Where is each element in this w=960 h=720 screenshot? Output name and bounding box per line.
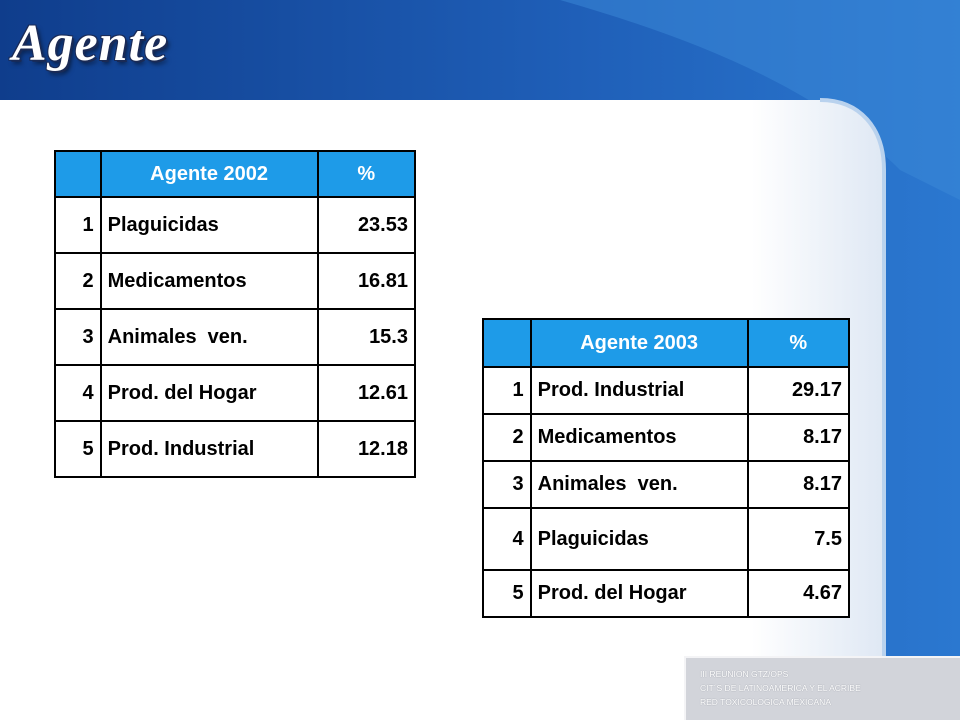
table-row: 4 Plaguicidas 7.5 — [482, 507, 851, 571]
header-rank-cell — [482, 318, 532, 368]
percent-cell: 23.53 — [316, 196, 417, 254]
agent-cell: Medicamentos — [529, 413, 749, 462]
percent-cell: 8.17 — [746, 413, 851, 462]
agent-2003-table: Agente 2003 % 1 Prod. Industrial 29.17 2… — [482, 318, 851, 618]
table-row: 4 Prod. del Hogar 12.61 — [54, 364, 417, 422]
header-percent-cell: % — [746, 318, 851, 368]
agent-cell: Prod. del Hogar — [99, 364, 319, 422]
agent-cell: Prod. Industrial — [529, 366, 749, 415]
table-row: 2 Medicamentos 8.17 — [482, 413, 851, 462]
percent-cell: 12.61 — [316, 364, 417, 422]
footer-line: CIT´S DE LATINOAMERICA Y EL ACRIBE — [700, 683, 861, 693]
footer-credits-box: III REUNION GTZ/OPS CIT´S DE LATINOAMERI… — [684, 656, 960, 720]
percent-cell: 15.3 — [316, 308, 417, 366]
table-header-row: Agente 2002 % — [54, 150, 417, 198]
rank-cell: 3 — [54, 308, 102, 366]
footer-line: RED TOXICOLOGICA MEXICANA — [700, 697, 831, 707]
table-header-row: Agente 2003 % — [482, 318, 851, 368]
agent-cell: Prod. Industrial — [99, 420, 319, 478]
agent-cell: Plaguicidas — [529, 507, 749, 571]
agent-2002-table: Agente 2002 % 1 Plaguicidas 23.53 2 Medi… — [54, 150, 417, 478]
rank-cell: 1 — [54, 196, 102, 254]
percent-cell: 12.18 — [316, 420, 417, 478]
percent-cell: 7.5 — [746, 507, 851, 571]
rank-cell: 2 — [54, 252, 102, 310]
percent-cell: 16.81 — [316, 252, 417, 310]
percent-cell: 29.17 — [746, 366, 851, 415]
percent-cell: 4.67 — [746, 569, 851, 618]
agent-cell: Plaguicidas — [99, 196, 319, 254]
swoosh-light — [560, 0, 960, 200]
header-rank-cell — [54, 150, 102, 198]
table-row: 3 Animales ven. 15.3 — [54, 308, 417, 366]
header-agent-cell: Agente 2003 — [529, 318, 749, 368]
table-row: 5 Prod. del Hogar 4.67 — [482, 569, 851, 618]
panel-edge-glow — [819, 98, 886, 720]
rank-cell: 4 — [482, 507, 532, 571]
percent-cell: 8.17 — [746, 460, 851, 509]
header-percent-cell: % — [316, 150, 417, 198]
table-row: 1 Prod. Industrial 29.17 — [482, 366, 851, 415]
rank-cell: 5 — [482, 569, 532, 618]
footer-line: III REUNION GTZ/OPS — [700, 669, 789, 679]
rank-cell: 4 — [54, 364, 102, 422]
agent-cell: Animales ven. — [99, 308, 319, 366]
header-agent-cell: Agente 2002 — [99, 150, 319, 198]
rank-cell: 1 — [482, 366, 532, 415]
table-row: 3 Animales ven. 8.17 — [482, 460, 851, 509]
agent-cell: Animales ven. — [529, 460, 749, 509]
rank-cell: 5 — [54, 420, 102, 478]
slide-title: Agente — [12, 15, 169, 72]
table-row: 1 Plaguicidas 23.53 — [54, 196, 417, 254]
table-row: 5 Prod. Industrial 12.18 — [54, 420, 417, 478]
rank-cell: 3 — [482, 460, 532, 509]
agent-cell: Medicamentos — [99, 252, 319, 310]
agent-cell: Prod. del Hogar — [529, 569, 749, 618]
table-row: 2 Medicamentos 16.81 — [54, 252, 417, 310]
rank-cell: 2 — [482, 413, 532, 462]
